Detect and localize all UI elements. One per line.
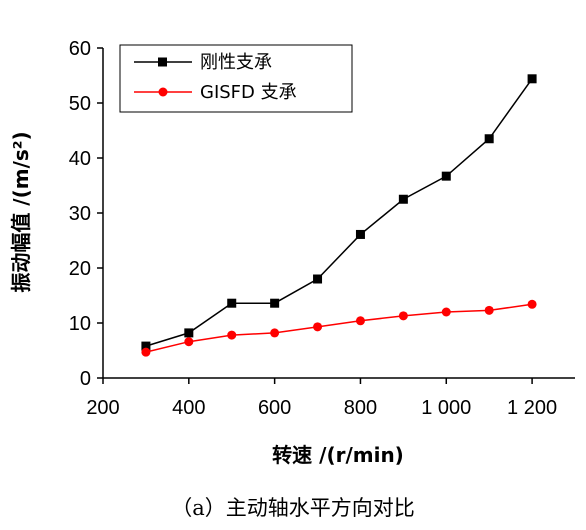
data-point-square (270, 298, 280, 308)
y-tick-label: 50 (69, 93, 91, 115)
data-point-circle (141, 347, 151, 357)
legend: 刚性支承 GISFD 支承 (119, 44, 353, 113)
data-point-square (184, 328, 194, 338)
data-point-circle (355, 316, 365, 326)
series-layer (141, 74, 537, 357)
x-tick-label: 800 (344, 397, 377, 419)
y-axis-title: 振动幅值 /(m/s²) (9, 131, 33, 292)
data-point-circle (484, 305, 494, 315)
series-line-1 (145, 303, 533, 353)
legend-label-rigid: 刚性支承 (200, 52, 272, 73)
legend-box (119, 44, 353, 113)
data-point-circle (313, 322, 323, 332)
y-tick-label: 60 (69, 38, 91, 60)
data-point-circle (527, 299, 537, 309)
data-point-square (355, 229, 365, 239)
y-tick-label: 40 (69, 148, 91, 170)
y-tick-label: 20 (69, 258, 91, 280)
data-point-square (484, 134, 494, 144)
data-point-square (141, 341, 151, 351)
data-point-circle (441, 307, 451, 317)
x-tick-label: 1 000 (421, 397, 471, 419)
data-point-circle (398, 311, 408, 321)
x-tick-label: 600 (258, 397, 291, 419)
figure-caption: （a）主动轴水平方向对比 (171, 496, 415, 520)
y-ticks: 0 10 20 30 40 50 60 (69, 38, 103, 390)
x-ticks: 200 400 600 800 1 000 1 200 (86, 378, 557, 419)
data-point-circle (270, 328, 280, 338)
series-line-0 (145, 78, 533, 347)
data-point-circle (227, 330, 237, 340)
legend-label-gisfd: GISFD 支承 (200, 82, 297, 103)
y-tick-label: 10 (69, 313, 91, 335)
y-tick-label: 0 (80, 368, 91, 390)
data-point-square (527, 74, 537, 84)
x-axis-title: 转速 /(r/min) (272, 443, 404, 467)
chart: 0 10 20 30 40 50 60 200 400 600 800 1 000 1 200 刚性支… (9, 38, 575, 467)
data-point-square (398, 194, 408, 204)
data-point-circle (184, 337, 194, 347)
x-tick-label: 400 (172, 397, 205, 419)
legend-marker-rigid (158, 57, 167, 67)
x-tick-label: 200 (86, 397, 119, 419)
x-tick-label: 1 200 (507, 397, 557, 419)
data-point-square (441, 171, 451, 181)
y-tick-label: 30 (69, 203, 91, 225)
data-point-square (227, 298, 237, 308)
data-point-square (313, 274, 323, 284)
legend-marker-gisfd (158, 87, 168, 97)
